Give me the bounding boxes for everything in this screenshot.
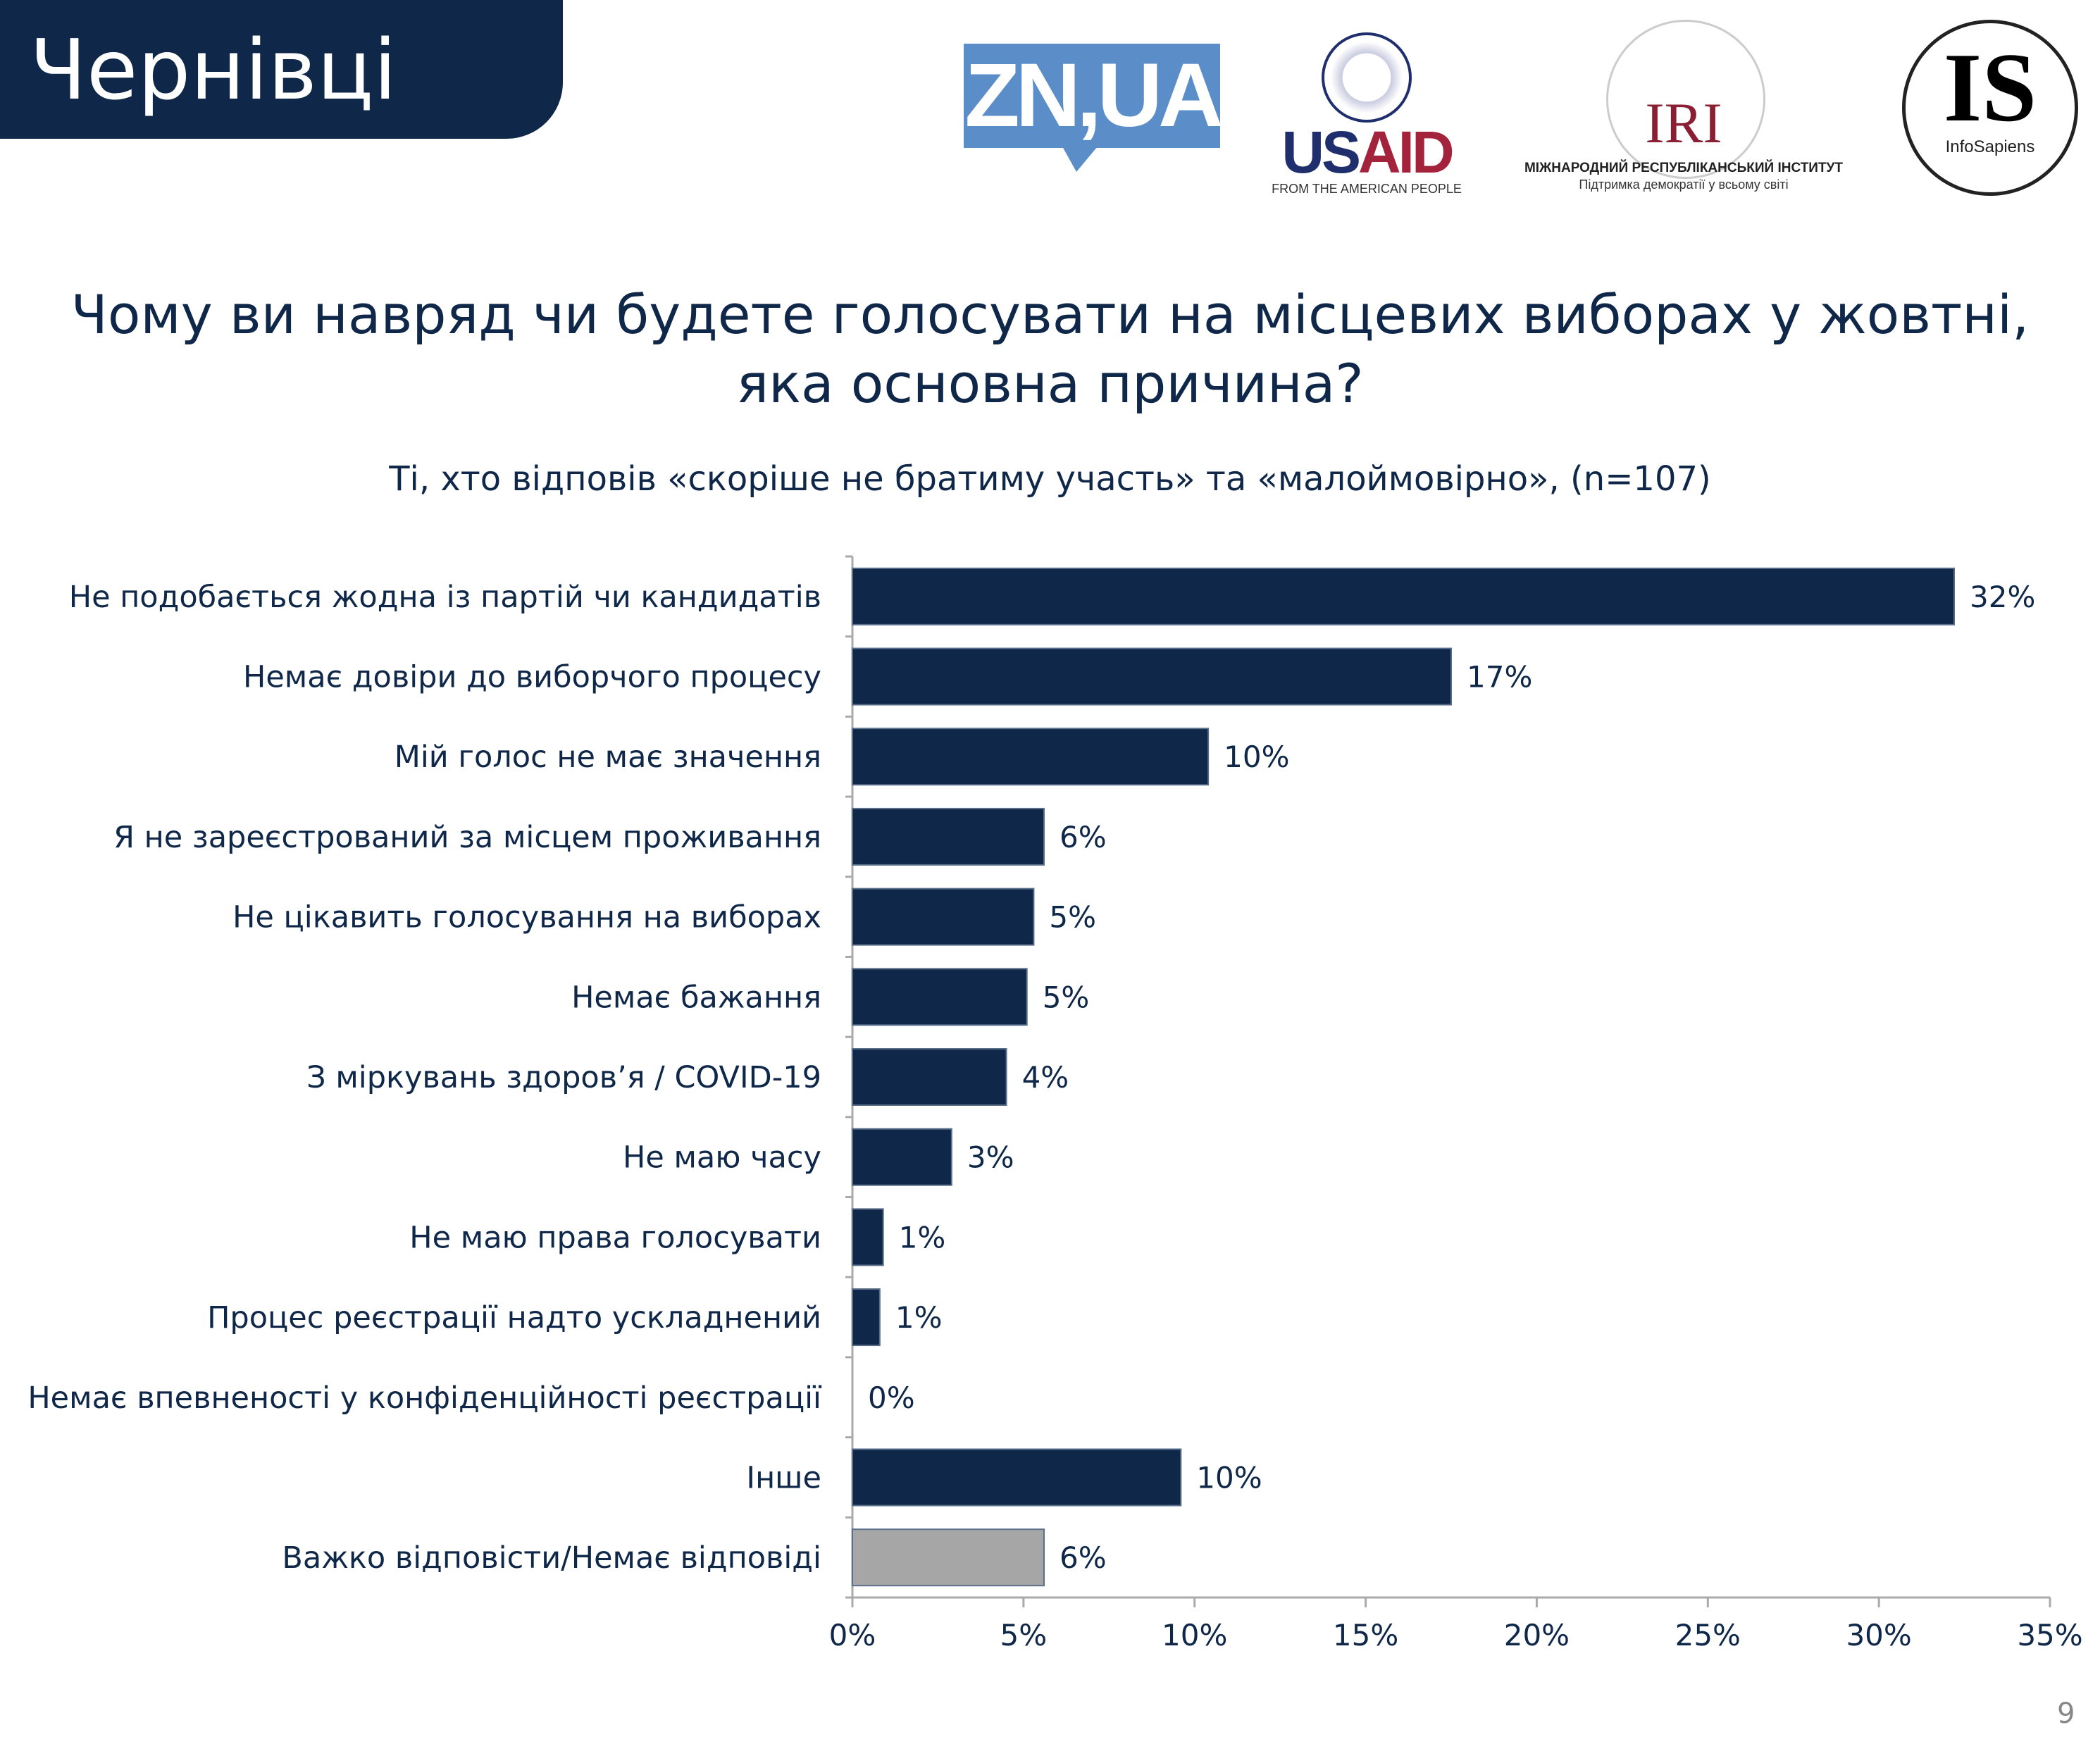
category-label: Немає бажання [571, 980, 821, 1015]
data-label: 32% [1970, 580, 2035, 614]
category-label: Немає довіри до виборчого процесу [243, 660, 821, 695]
category-label: Не маю часу [623, 1140, 821, 1176]
usaid-seal-icon [1322, 32, 1412, 123]
bar [852, 728, 1210, 786]
bar [852, 1288, 881, 1347]
data-label: 6% [1060, 1540, 1107, 1575]
x-tick-label: 20% [1504, 1618, 1570, 1652]
x-tick-label: 10% [1162, 1618, 1227, 1652]
bar [852, 647, 1452, 706]
category-label: Немає впевненості у конфіденційності реє… [27, 1381, 822, 1416]
data-label: 5% [1043, 980, 1090, 1014]
usaid-aid: AID [1358, 119, 1455, 185]
zn-logo-text: ZN,UA [964, 45, 1223, 146]
city-header: Чернівці [0, 0, 563, 139]
zn-ua-logo: ZN,UA [964, 44, 1224, 172]
data-label: 4% [1022, 1060, 1069, 1095]
iri-line2: Підтримка демократії у всьому світі [1579, 177, 1789, 192]
bar [852, 1448, 1182, 1507]
is-mark: IS [1943, 33, 2037, 142]
city-name: Чернівці [30, 21, 397, 118]
category-label: Я не зареєстрований за місцем проживання [113, 820, 821, 855]
category-label: Не маю права голосувати [409, 1220, 821, 1255]
category-label: Інше [746, 1460, 821, 1495]
category-label: З міркувань здоров’я / COVID-19 [306, 1060, 821, 1095]
bar [852, 1128, 952, 1186]
data-label: 10% [1224, 740, 1289, 774]
chart-title: Чому ви навряд чи будете голосувати на м… [70, 283, 2030, 415]
x-tick-label: 0% [829, 1618, 876, 1652]
category-label: Важко відповісти/Немає відповіді [282, 1540, 821, 1576]
category-label: Не подобається жодна із партій чи кандид… [69, 580, 821, 615]
bar [852, 807, 1045, 866]
x-tick-label: 35% [2017, 1618, 2082, 1652]
bar [852, 968, 1028, 1026]
data-label: 1% [895, 1300, 943, 1335]
bar [852, 1208, 884, 1266]
infosapiens-logo: IS InfoSapiens [1902, 20, 2078, 196]
category-label: Мій голос не має значення [394, 740, 821, 775]
data-label: 1% [899, 1220, 946, 1254]
bar [852, 1528, 1045, 1587]
x-tick-label: 25% [1675, 1618, 1741, 1652]
bar [852, 1048, 1007, 1106]
globe-icon [1606, 20, 1765, 179]
usaid-us: US [1281, 119, 1361, 185]
chart-subtitle: Ті, хто відповів «скоріше не братиму уча… [389, 459, 1711, 499]
bar [852, 887, 1035, 946]
iri-logo: IRI МІЖНАРОДНИЙ РЕСПУБЛІКАНСЬКИЙ ІНСТИТУ… [1508, 20, 1860, 196]
usaid-logo: USAID FROM THE AMERICAN PEOPLE [1261, 28, 1472, 197]
x-tick-label: 5% [1000, 1618, 1048, 1652]
data-label: 10% [1196, 1460, 1262, 1495]
is-name: InfoSapiens [1945, 137, 2035, 156]
x-tick-label: 15% [1333, 1618, 1398, 1652]
usaid-tagline: FROM THE AMERICAN PEOPLE [1272, 182, 1462, 196]
data-label: 17% [1467, 660, 1532, 695]
data-label: 5% [1049, 900, 1096, 935]
bar [852, 567, 1955, 625]
data-label: 6% [1060, 820, 1107, 854]
iri-line1: МІЖНАРОДНИЙ РЕСПУБЛІКАНСЬКИЙ ІНСТИТУТ [1524, 161, 1843, 175]
category-label: Процес реєстрації надто ускладнений [207, 1300, 821, 1335]
page-number: 9 [2057, 1698, 2075, 1730]
category-label: Не цікавить голосування на виборах [232, 900, 821, 935]
data-label: 3% [967, 1140, 1014, 1175]
data-label: 0% [868, 1381, 915, 1415]
x-tick-label: 30% [1846, 1618, 1911, 1652]
iri-name: IRI [1645, 91, 1722, 155]
